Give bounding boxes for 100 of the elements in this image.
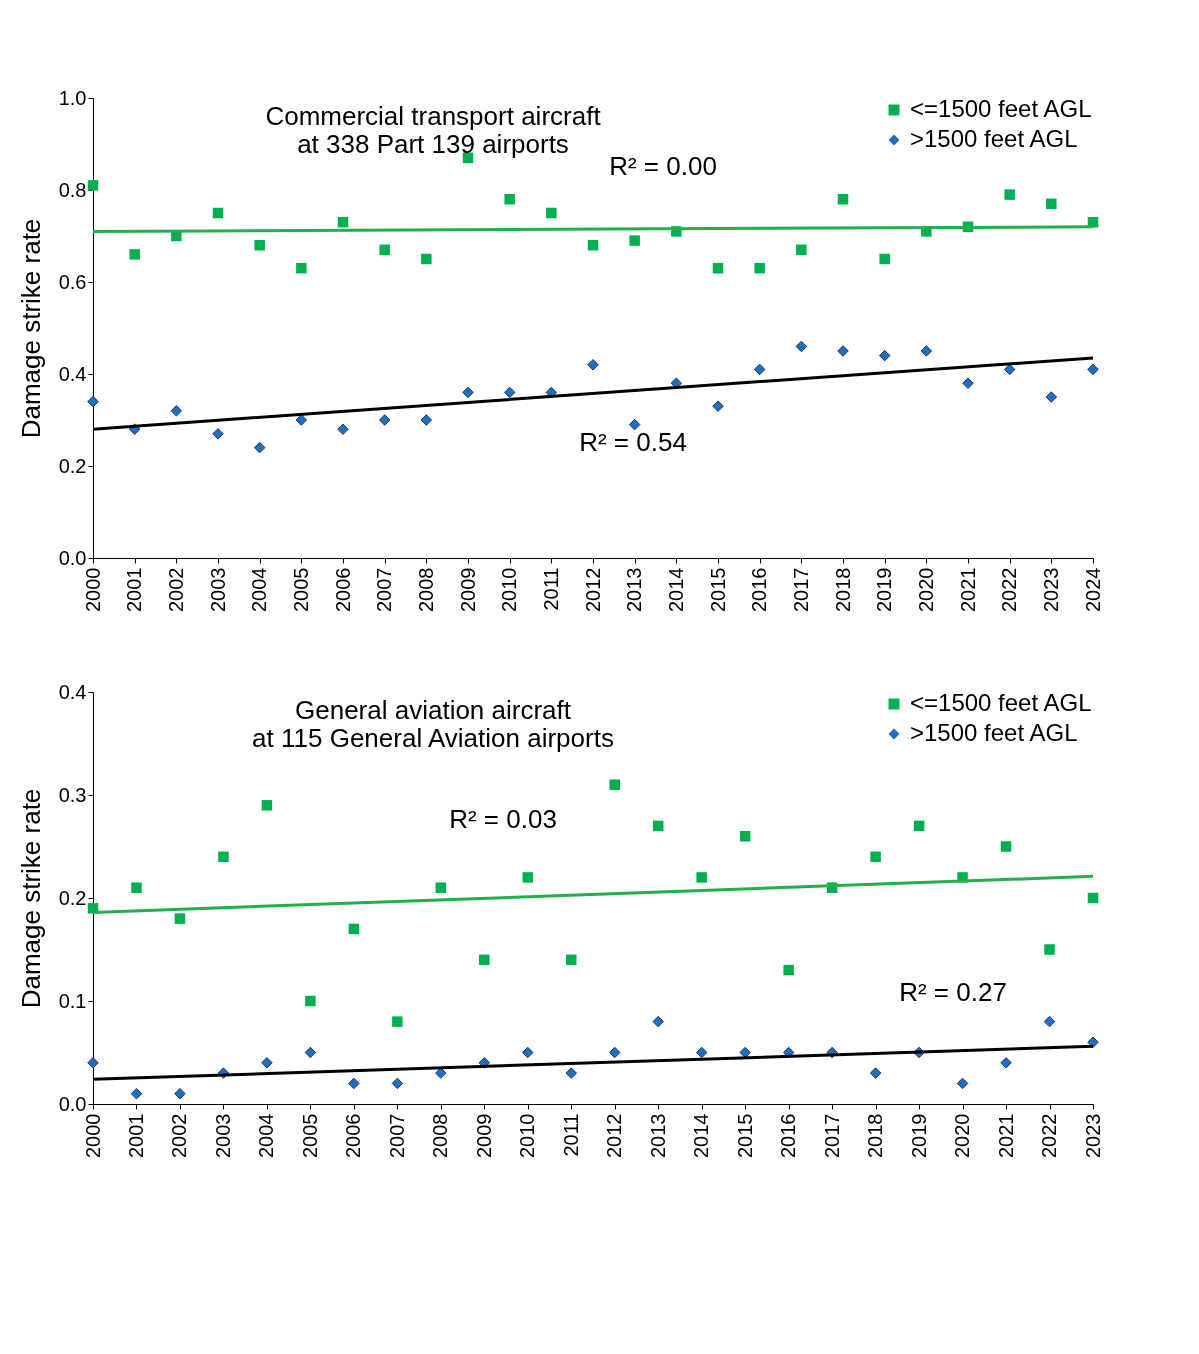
x-tick-label: 2024 bbox=[1081, 567, 1104, 612]
point bbox=[392, 1016, 403, 1027]
point bbox=[212, 428, 224, 440]
point bbox=[587, 359, 599, 371]
point bbox=[170, 405, 183, 417]
point bbox=[565, 1067, 577, 1079]
point bbox=[504, 193, 515, 205]
x-tick-label: 2013 bbox=[646, 1113, 669, 1158]
x-tick-label: 2009 bbox=[456, 567, 479, 612]
x-tick-label: 2007 bbox=[385, 1113, 408, 1158]
point bbox=[218, 851, 229, 863]
point bbox=[435, 882, 447, 893]
point bbox=[1087, 363, 1099, 376]
point bbox=[962, 377, 974, 389]
point bbox=[753, 363, 766, 376]
x-tick-label: 2019 bbox=[873, 567, 896, 612]
point bbox=[130, 1087, 143, 1100]
x-tick-label: 2008 bbox=[414, 567, 437, 612]
y-tick-label: 0.2 bbox=[58, 886, 87, 909]
x-tick-label: 2022 bbox=[998, 567, 1021, 612]
point bbox=[1044, 944, 1055, 955]
point bbox=[1004, 189, 1015, 200]
y-tick-label: 0.8 bbox=[58, 178, 87, 201]
x-tick-label: 2018 bbox=[831, 567, 854, 612]
legend-label: <=1500 feet AGL bbox=[910, 95, 1092, 122]
y-tick-label: 0.6 bbox=[58, 270, 87, 293]
x-tick-label: 2020 bbox=[951, 1113, 974, 1158]
point bbox=[379, 244, 390, 256]
x-tick-label: 2013 bbox=[623, 567, 646, 612]
x-tick-label: 2016 bbox=[748, 567, 771, 612]
point bbox=[609, 1046, 621, 1059]
x-tick-label: 2015 bbox=[706, 567, 729, 612]
annotation: R² = 0.27 bbox=[899, 976, 1007, 1007]
point bbox=[1043, 1015, 1056, 1028]
point bbox=[837, 193, 849, 205]
x-tick-label: 2005 bbox=[289, 567, 312, 612]
point bbox=[295, 414, 308, 426]
point bbox=[628, 418, 641, 431]
point bbox=[696, 872, 707, 883]
x-tick-label: 2011 bbox=[559, 1113, 582, 1157]
point bbox=[87, 395, 99, 408]
y-tick-label: 0.4 bbox=[58, 362, 87, 385]
x-tick-label: 2010 bbox=[498, 567, 521, 612]
x-tick-label: 2014 bbox=[690, 1113, 713, 1158]
point bbox=[1045, 391, 1058, 403]
point bbox=[920, 345, 933, 357]
x-tick-label: 2003 bbox=[206, 567, 229, 612]
point bbox=[879, 253, 890, 265]
annotation: R² = 0.03 bbox=[449, 803, 557, 834]
x-tick-label: 2002 bbox=[164, 567, 187, 612]
point bbox=[913, 820, 925, 832]
x-tick-label: 2017 bbox=[789, 567, 812, 612]
point bbox=[1087, 1036, 1099, 1048]
annotation: R² = 0.54 bbox=[579, 427, 687, 457]
y-tick-label: 1.0 bbox=[58, 86, 87, 109]
point bbox=[956, 1077, 969, 1090]
x-tick-label: 2003 bbox=[211, 1113, 234, 1158]
x-tick-label: 2008 bbox=[429, 1113, 452, 1158]
legend-label: <=1500 feet AGL bbox=[910, 689, 1092, 716]
point bbox=[837, 345, 849, 357]
x-tick-label: 2015 bbox=[733, 1113, 756, 1158]
point bbox=[254, 239, 265, 251]
x-tick-label: 2004 bbox=[248, 567, 271, 612]
legend-label: >1500 feet AGL bbox=[910, 719, 1078, 746]
y-tick-label: 0.2 bbox=[58, 454, 87, 477]
text: at 115 General Aviation airports bbox=[252, 723, 614, 753]
point bbox=[337, 216, 349, 228]
point bbox=[296, 262, 307, 274]
point bbox=[878, 349, 891, 362]
point bbox=[462, 152, 474, 164]
x-tick-label: 2001 bbox=[124, 1113, 147, 1158]
point bbox=[754, 262, 765, 274]
point bbox=[870, 851, 881, 863]
x-tick-label: 2000 bbox=[81, 1113, 104, 1158]
y-tick-label: 0.1 bbox=[58, 989, 87, 1012]
y-axis-title: Damage strike rate bbox=[15, 788, 46, 1009]
x-tick-label: 2009 bbox=[472, 1113, 495, 1158]
point bbox=[261, 1057, 273, 1069]
x-tick-label: 2016 bbox=[777, 1113, 800, 1158]
text: at 338 Part 139 airports bbox=[297, 129, 569, 159]
x-tick-label: 2004 bbox=[255, 1113, 278, 1158]
x-tick-label: 2023 bbox=[1039, 567, 1062, 612]
point bbox=[304, 1046, 317, 1059]
point bbox=[391, 1077, 404, 1090]
text: Commercial transport aircraft bbox=[265, 101, 601, 131]
point bbox=[462, 386, 474, 399]
point bbox=[503, 386, 516, 399]
point bbox=[1046, 198, 1057, 210]
point bbox=[87, 180, 99, 191]
point bbox=[587, 239, 599, 251]
annotation: R² = 0.00 bbox=[609, 151, 717, 181]
x-tick-label: 2022 bbox=[1038, 1113, 1061, 1158]
point bbox=[546, 207, 557, 219]
point bbox=[739, 830, 751, 842]
y-axis-title: Damage strike rate bbox=[15, 218, 46, 439]
y-tick-label: 0.0 bbox=[58, 546, 87, 569]
y-tick-label: 0.0 bbox=[58, 1092, 87, 1115]
point bbox=[522, 1046, 534, 1059]
x-tick-label: 2021 bbox=[994, 1113, 1017, 1158]
point bbox=[337, 423, 349, 435]
